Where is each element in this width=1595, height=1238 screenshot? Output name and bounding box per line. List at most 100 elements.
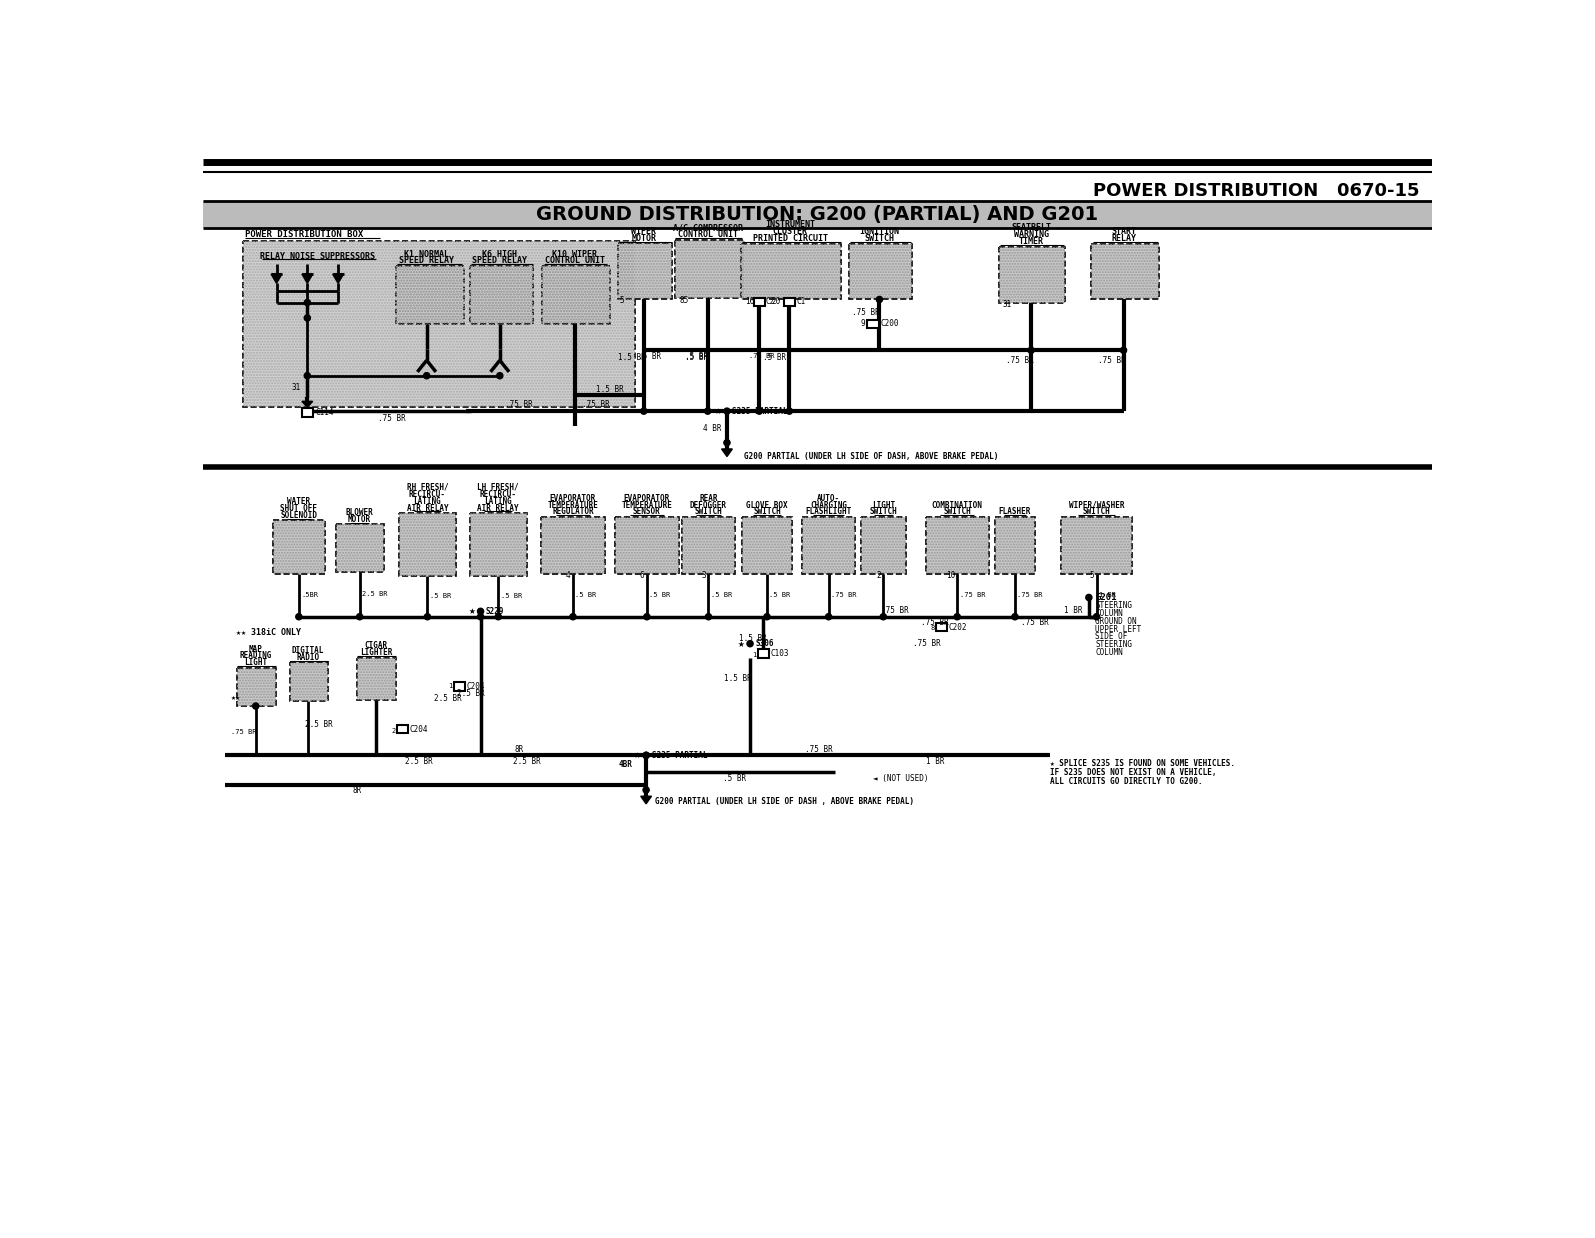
Bar — [542, 266, 609, 324]
Bar — [802, 516, 855, 573]
Text: GLOVE BOX: GLOVE BOX — [746, 500, 788, 510]
Text: SWITCH: SWITCH — [753, 508, 782, 516]
Text: CIGAR: CIGAR — [364, 641, 388, 650]
Text: .5 BR: .5 BR — [576, 592, 597, 598]
Text: EVAPORATOR: EVAPORATOR — [624, 494, 670, 503]
Text: .75 BR: .75 BR — [582, 400, 609, 410]
Bar — [238, 667, 276, 706]
Text: .5 BR: .5 BR — [769, 592, 791, 598]
Text: .75 BR: .75 BR — [805, 745, 833, 754]
Circle shape — [643, 753, 649, 759]
Text: TIMER: TIMER — [1019, 238, 1043, 246]
Text: 9: 9 — [861, 319, 866, 328]
Text: .75 BR: .75 BR — [1006, 355, 1034, 365]
Text: GROUND ON: GROUND ON — [1096, 617, 1137, 626]
Text: FLASHER: FLASHER — [998, 508, 1030, 516]
Bar — [614, 516, 679, 573]
Text: STEERING: STEERING — [1096, 602, 1132, 610]
Text: 1.5 BR: 1.5 BR — [724, 673, 751, 683]
Text: 1 BR: 1 BR — [1064, 607, 1083, 615]
Text: .5 BR: .5 BR — [684, 352, 708, 361]
Bar — [244, 241, 635, 406]
Circle shape — [305, 314, 311, 321]
Text: COLUMN: COLUMN — [1096, 647, 1123, 656]
Circle shape — [295, 614, 301, 620]
Text: SWITCH: SWITCH — [943, 508, 971, 516]
Text: READING: READING — [239, 651, 271, 661]
Text: WIPER: WIPER — [632, 228, 656, 236]
Text: AIR RELAY: AIR RELAY — [477, 504, 518, 513]
Text: CLUSTER: CLUSTER — [772, 228, 807, 236]
Bar — [357, 657, 396, 699]
Bar — [614, 516, 679, 573]
Text: LIGHTER: LIGHTER — [359, 649, 392, 657]
Text: C204: C204 — [467, 682, 485, 691]
Text: 2: 2 — [876, 572, 880, 581]
Text: IGNITION: IGNITION — [860, 228, 900, 236]
Polygon shape — [301, 401, 313, 407]
Bar — [849, 244, 912, 300]
Bar — [399, 513, 456, 576]
Bar — [273, 520, 325, 574]
Circle shape — [724, 439, 731, 446]
Text: GROUND DISTRIBUTION: G200 (PARTIAL) AND G201: GROUND DISTRIBUTION: G200 (PARTIAL) AND … — [536, 204, 1097, 224]
Bar — [861, 516, 906, 573]
Bar — [397, 724, 408, 733]
Circle shape — [569, 614, 576, 620]
Bar — [290, 662, 329, 701]
Bar — [542, 266, 609, 324]
Circle shape — [305, 373, 311, 379]
Bar — [337, 525, 383, 572]
Text: C204: C204 — [410, 724, 427, 734]
Text: .75 BR: .75 BR — [231, 729, 257, 735]
Text: 1.5 BR: 1.5 BR — [597, 385, 624, 394]
Text: POWER DISTRIBUTION   0670-15: POWER DISTRIBUTION 0670-15 — [1094, 182, 1420, 199]
Bar — [936, 623, 947, 631]
Bar — [861, 516, 906, 573]
Text: MOTOR: MOTOR — [348, 515, 372, 524]
Bar — [742, 516, 791, 573]
Text: .75 BR: .75 BR — [920, 618, 949, 628]
Text: REGULATOR: REGULATOR — [552, 508, 593, 516]
Text: SPEED RELAY: SPEED RELAY — [399, 256, 455, 265]
Circle shape — [826, 614, 831, 620]
Text: ★: ★ — [469, 607, 475, 617]
Circle shape — [643, 753, 649, 759]
Text: AUTO-: AUTO- — [817, 494, 841, 503]
Text: 85: 85 — [679, 296, 689, 305]
Text: C202: C202 — [949, 623, 967, 633]
Text: .75 BR: .75 BR — [914, 639, 941, 649]
Circle shape — [305, 300, 311, 306]
Text: SPEED RELAY: SPEED RELAY — [472, 256, 528, 265]
Text: DIGITAL: DIGITAL — [292, 646, 324, 655]
Text: SIDE OF: SIDE OF — [1096, 633, 1128, 641]
Bar — [1091, 244, 1160, 300]
Text: S235 PARTIAL: S235 PARTIAL — [732, 406, 788, 416]
Bar — [740, 244, 841, 300]
Polygon shape — [271, 274, 282, 284]
Circle shape — [424, 373, 429, 379]
Text: 16: 16 — [745, 297, 754, 306]
Text: BLOWER: BLOWER — [346, 509, 373, 517]
Text: SOLENOID: SOLENOID — [281, 511, 317, 520]
Circle shape — [424, 614, 431, 620]
Text: TEMPERATURE: TEMPERATURE — [622, 500, 673, 510]
Bar — [301, 409, 313, 416]
Text: SHUT OFF: SHUT OFF — [281, 504, 317, 514]
Text: .75 BR: .75 BR — [750, 354, 774, 359]
Text: RECIRCU-: RECIRCU- — [408, 490, 447, 499]
Text: UPPER LEFT: UPPER LEFT — [1096, 624, 1142, 634]
Circle shape — [954, 614, 960, 620]
Bar — [471, 513, 526, 576]
Circle shape — [786, 409, 793, 415]
Circle shape — [880, 614, 887, 620]
Text: .75 BR: .75 BR — [880, 607, 909, 615]
Circle shape — [756, 409, 762, 415]
Bar — [204, 201, 1432, 228]
Bar — [802, 516, 855, 573]
Text: .5 BR: .5 BR — [762, 354, 786, 363]
Text: 1.5 BR: 1.5 BR — [619, 354, 646, 363]
Text: 2.5 BR: 2.5 BR — [458, 690, 485, 698]
Text: S235 PARTIAL: S235 PARTIAL — [651, 750, 707, 760]
Text: .75 BR: .75 BR — [378, 415, 405, 423]
